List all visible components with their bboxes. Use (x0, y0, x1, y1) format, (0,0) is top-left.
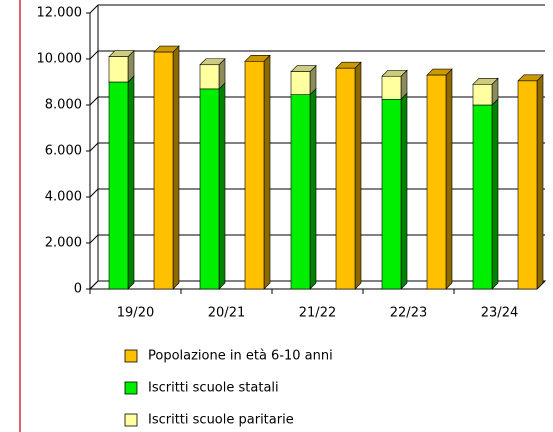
bar (335, 67, 356, 290)
x-tick-label: 23/24 (481, 306, 518, 321)
y-tick-label: 4.000 (45, 190, 82, 205)
y-tick-label: 8.000 (45, 98, 82, 113)
grid-diag (89, 280, 99, 290)
legend-label: Popolazione in età 6-10 anni (148, 349, 333, 364)
legend-swatch (124, 381, 138, 395)
legend-swatch (124, 413, 138, 427)
bar-side (309, 87, 317, 290)
bar (381, 98, 402, 290)
bar (199, 88, 220, 290)
y-tick-label: 2.000 (45, 236, 82, 251)
bar (472, 84, 493, 106)
bar (517, 80, 538, 290)
y-tick-label: 6.000 (45, 144, 82, 159)
grid-diag (89, 142, 99, 152)
legend-swatch (124, 349, 138, 363)
bar-side (172, 45, 180, 290)
y-tick-label: 0 (74, 282, 82, 297)
legend-label: Iscritti scuole paritarie (148, 413, 294, 428)
grid-diag (89, 96, 99, 106)
bar-side (354, 61, 362, 290)
bar (290, 71, 311, 95)
bar (381, 75, 402, 100)
bar (108, 81, 129, 290)
bar (426, 74, 447, 290)
bar-side (536, 74, 544, 290)
bar-side (218, 82, 226, 290)
bar-side (263, 54, 271, 290)
bar (153, 51, 174, 290)
bar (472, 104, 493, 290)
grid-diag (89, 50, 99, 60)
y-tick-label: 10.000 (37, 52, 83, 67)
grid-diag (89, 188, 99, 198)
x-tick-label: 19/20 (117, 306, 154, 321)
grid-diag (89, 234, 99, 244)
bar-side (400, 92, 408, 290)
bar-side (127, 75, 135, 290)
bar (108, 56, 129, 83)
x-tick-label: 20/21 (208, 306, 245, 321)
x-tick-label: 21/22 (299, 306, 336, 321)
bar (244, 60, 265, 290)
x-tick-label: 22/23 (390, 306, 427, 321)
grid-diag (89, 4, 99, 14)
bar (199, 64, 220, 90)
legend-label: Iscritti scuole statali (148, 381, 279, 396)
y-tick-label: 12.000 (37, 6, 83, 21)
bar-side (491, 98, 499, 290)
bar (290, 94, 311, 290)
bar-side (445, 68, 453, 290)
